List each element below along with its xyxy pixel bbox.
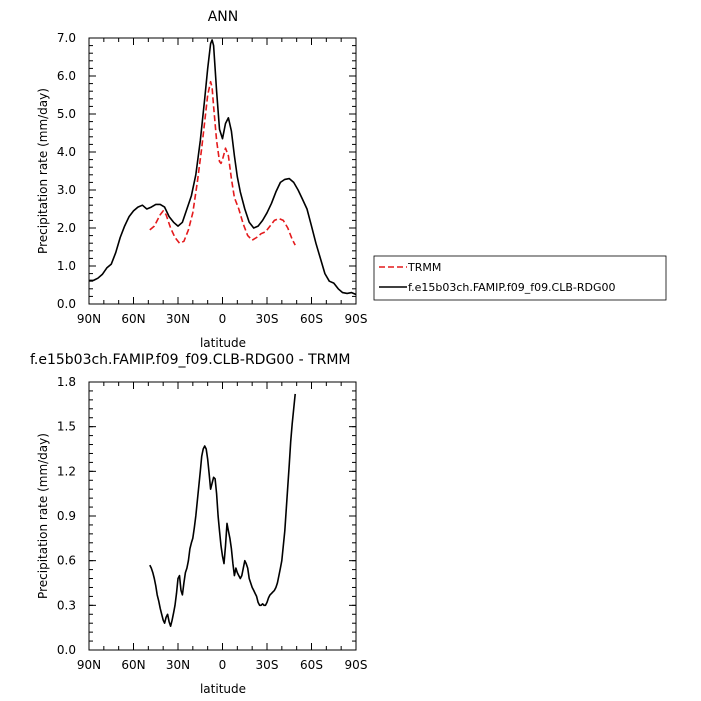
bottom-panel-title: f.e15b03ch.FAMIP.f09_f09.CLB-RDG00 - TRM… <box>30 352 351 368</box>
bottom-x-tick-label: 30N <box>166 658 190 672</box>
legend-box <box>373 255 667 301</box>
bottom-plot-frame <box>88 381 357 651</box>
top-series-group <box>89 39 357 296</box>
top-panel: ANN 90N 60N 30N 0 30S 60S 90S 0.0 1.0 2.0 3.0 4.0 5.… <box>36 9 367 350</box>
top-x-tick-label: 0 <box>219 312 227 326</box>
top-plot-frame <box>88 37 357 305</box>
bottom-x-tick-label: 60S <box>300 658 323 672</box>
bottom-x-tick-label: 0 <box>219 658 227 672</box>
top-y-tick-label: 0.0 <box>57 297 76 311</box>
top-x-tick-label: 30N <box>166 312 190 326</box>
top-panel-title: ANN <box>208 9 239 25</box>
bottom-y-tick-label: 0.0 <box>57 643 76 657</box>
top-y-tick-label: 7.0 <box>57 31 76 45</box>
top-series-line-trmm <box>149 80 296 246</box>
legend-label-model: f.e15b03ch.FAMIP.f09_f09.CLB-RDG00 <box>408 281 616 294</box>
bottom-series-line-0 <box>149 393 296 628</box>
top-x-tick-label: 90N <box>77 312 101 326</box>
top-y-tick-label: 4.0 <box>57 145 76 159</box>
top-y-tick-label: 5.0 <box>57 107 76 121</box>
bottom-y-tick-label: 1.5 <box>57 420 76 434</box>
top-series-line-f-e15b03ch-famip-f09-f09-clb-rdg00 <box>89 39 357 296</box>
bottom-x-tick-label: 90S <box>345 658 368 672</box>
top-x-tick-label: 90S <box>345 312 368 326</box>
bottom-panel: f.e15b03ch.FAMIP.f09_f09.CLB-RDG00 - TRM… <box>30 352 367 696</box>
legend: TRMM f.e15b03ch.FAMIP.f09_f09.CLB-RDG00 <box>373 255 667 301</box>
bottom-y-tick-label: 0.9 <box>57 509 76 523</box>
bottom-x-tick-label: 90N <box>77 658 101 672</box>
bottom-y-tick-label: 1.8 <box>57 375 76 389</box>
top-x-axis-title: latitude <box>200 336 246 350</box>
top-axis-ticks: 90N 60N 30N 0 30S 60S 90S 0.0 1.0 2.0 3.0 4.0 5.0 6.0… <box>57 31 368 326</box>
top-y-tick-label: 3.0 <box>57 183 76 197</box>
bottom-y-axis-title: Precipitation rate (mm/day) <box>36 433 50 599</box>
bottom-x-axis-title: latitude <box>200 682 246 696</box>
bottom-y-tick-label: 0.6 <box>57 554 76 568</box>
bottom-x-tick-label: 60N <box>121 658 145 672</box>
legend-label-trmm: TRMM <box>407 261 441 274</box>
bottom-y-tick-label: 1.2 <box>57 464 76 478</box>
bottom-y-tick-label: 0.3 <box>57 598 76 612</box>
bottom-series-group <box>149 393 296 628</box>
bottom-x-tick-label: 30S <box>256 658 279 672</box>
top-x-tick-label: 60N <box>121 312 145 326</box>
top-y-tick-label: 1.0 <box>57 259 76 273</box>
top-x-tick-label: 60S <box>300 312 323 326</box>
bottom-axis-ticks: 90N 60N 30N 0 30S 60S 90S 0.0 0.3 0.6 0.9 1.2 1.5 1.8 <box>57 375 368 672</box>
top-y-tick-label: 2.0 <box>57 221 76 235</box>
top-x-tick-label: 30S <box>256 312 279 326</box>
top-y-tick-label: 6.0 <box>57 69 76 83</box>
top-y-axis-title: Precipitation rate (mm/day) <box>36 88 50 254</box>
